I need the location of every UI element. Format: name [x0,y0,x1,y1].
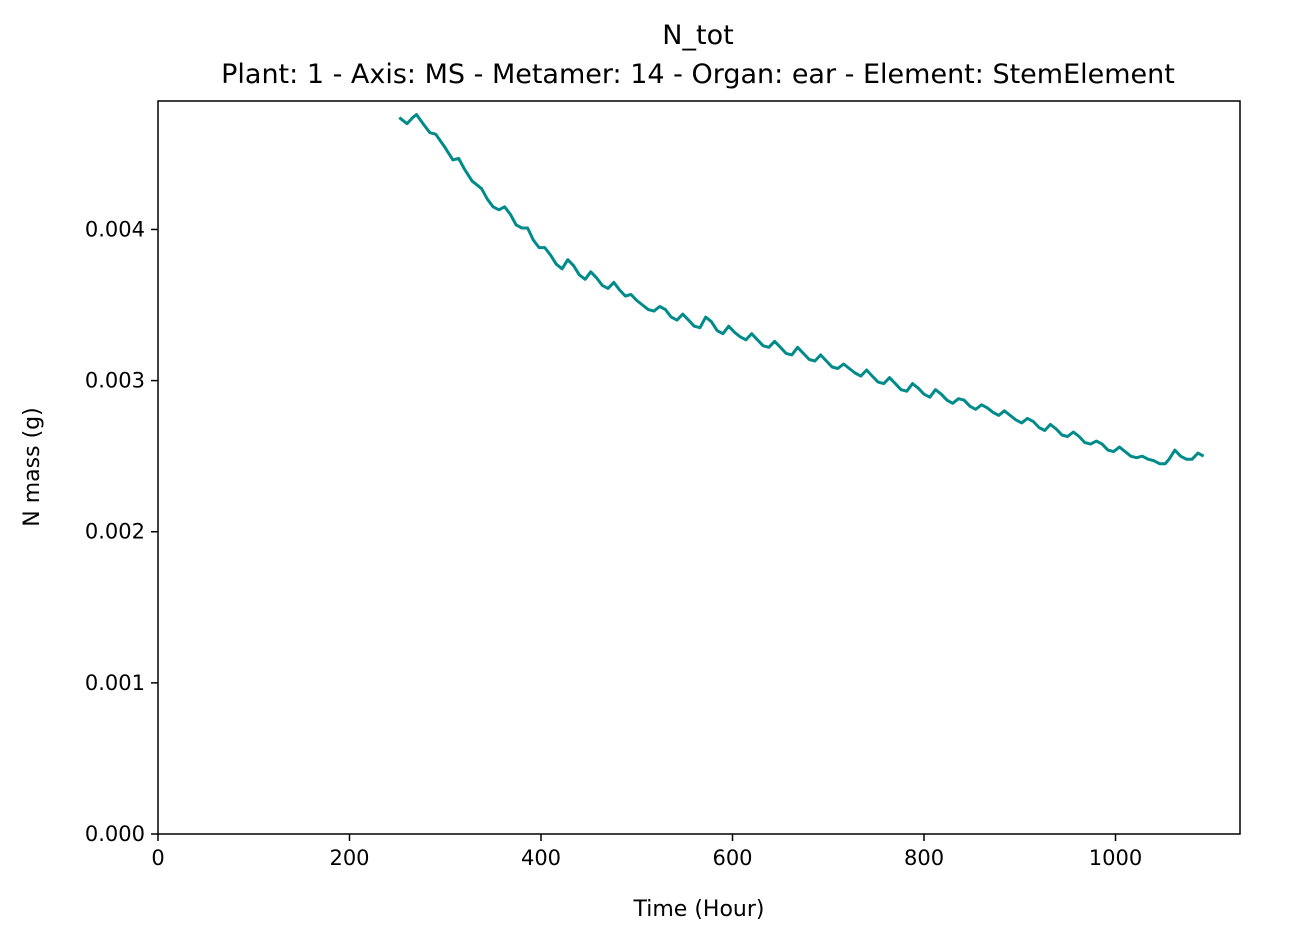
y-tick-label: 0.000 [85,822,145,846]
chart-title: N_tot [662,20,733,51]
x-axis: 0 200 400 600 800 1000 [151,834,1142,870]
y-tick-label: 0.003 [85,369,145,393]
x-tick-label: 0 [151,846,164,870]
chart-subtitle: Plant: 1 - Axis: MS - Metamer: 14 - Orga… [221,59,1175,90]
x-tick-label: 400 [521,846,561,870]
x-axis-label: Time (Hour) [633,897,765,922]
plot-area [398,113,1205,466]
y-axis: 0.000 0.001 0.002 0.003 0.004 [85,217,158,846]
series-line [398,113,1205,466]
x-tick-label: 600 [712,846,752,870]
plot-frame [157,100,1241,835]
y-tick-label: 0.002 [85,520,145,544]
y-tick-label: 0.001 [85,671,145,695]
x-tick-label: 200 [329,846,369,870]
y-axis-label: N mass (g) [20,407,45,526]
x-tick-label: 1000 [1089,846,1142,870]
y-tick-label: 0.004 [85,217,145,241]
x-tick-label: 800 [904,846,944,870]
